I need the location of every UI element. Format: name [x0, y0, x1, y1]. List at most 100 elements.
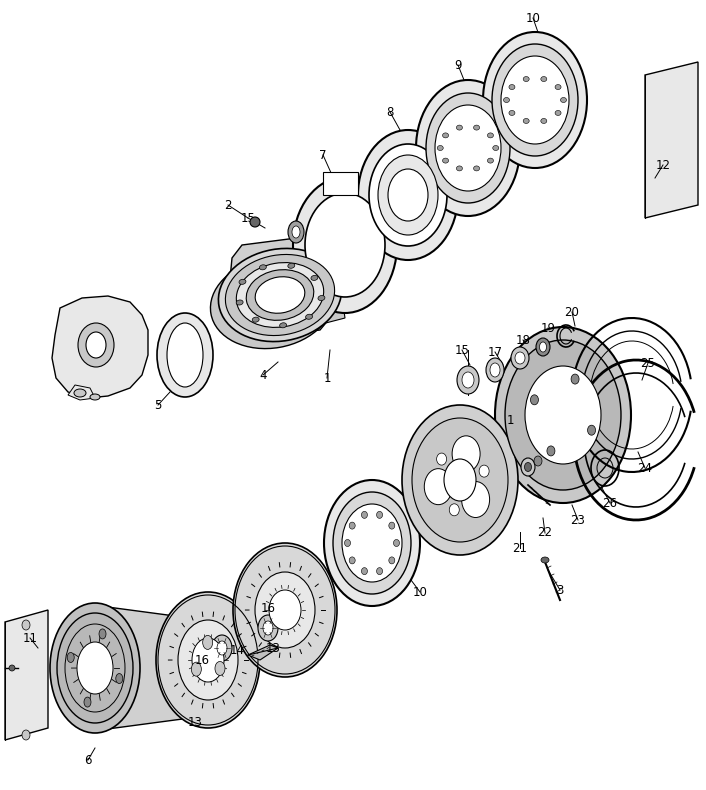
Ellipse shape: [258, 615, 278, 641]
Text: 10: 10: [412, 585, 427, 599]
Text: 14: 14: [229, 644, 244, 656]
Text: 13: 13: [188, 716, 203, 728]
Polygon shape: [323, 172, 358, 195]
Ellipse shape: [393, 540, 400, 547]
Ellipse shape: [443, 158, 448, 163]
Ellipse shape: [571, 374, 579, 384]
Text: 21: 21: [513, 541, 527, 555]
Ellipse shape: [255, 572, 315, 648]
Ellipse shape: [178, 620, 238, 700]
Polygon shape: [52, 296, 148, 398]
Polygon shape: [315, 298, 345, 325]
Ellipse shape: [311, 276, 318, 280]
Text: 11: 11: [23, 631, 37, 645]
Ellipse shape: [426, 93, 510, 203]
Ellipse shape: [345, 540, 350, 547]
Ellipse shape: [376, 511, 383, 518]
Ellipse shape: [483, 32, 587, 168]
Ellipse shape: [416, 80, 520, 216]
Polygon shape: [5, 610, 48, 740]
Ellipse shape: [57, 613, 133, 723]
Ellipse shape: [269, 590, 301, 630]
Ellipse shape: [191, 662, 201, 676]
Ellipse shape: [541, 557, 549, 563]
Ellipse shape: [555, 111, 561, 115]
Ellipse shape: [456, 125, 462, 130]
Ellipse shape: [474, 166, 479, 171]
Ellipse shape: [259, 265, 266, 270]
Ellipse shape: [349, 522, 355, 529]
Ellipse shape: [288, 221, 304, 243]
Ellipse shape: [293, 177, 397, 313]
Ellipse shape: [82, 606, 118, 730]
Ellipse shape: [99, 629, 106, 639]
Ellipse shape: [349, 557, 355, 564]
Text: 22: 22: [537, 526, 553, 540]
Ellipse shape: [452, 436, 480, 472]
Ellipse shape: [525, 462, 532, 472]
Ellipse shape: [306, 314, 313, 319]
Text: 1: 1: [506, 413, 514, 427]
Ellipse shape: [167, 323, 203, 387]
Ellipse shape: [9, 665, 15, 671]
Ellipse shape: [280, 323, 287, 328]
Ellipse shape: [252, 317, 259, 322]
Ellipse shape: [389, 557, 395, 564]
Text: 16: 16: [261, 601, 275, 615]
Ellipse shape: [67, 653, 74, 663]
Ellipse shape: [376, 568, 383, 574]
Ellipse shape: [534, 456, 542, 466]
Ellipse shape: [523, 77, 530, 81]
Ellipse shape: [22, 730, 30, 740]
Text: 19: 19: [541, 322, 556, 334]
Ellipse shape: [486, 358, 504, 382]
Ellipse shape: [237, 300, 243, 305]
Ellipse shape: [342, 504, 402, 582]
Text: 17: 17: [488, 345, 503, 359]
Text: 7: 7: [319, 149, 327, 161]
Ellipse shape: [525, 366, 601, 464]
Polygon shape: [315, 248, 345, 278]
Ellipse shape: [116, 674, 123, 683]
Ellipse shape: [212, 635, 232, 661]
Ellipse shape: [541, 77, 547, 81]
Text: 1: 1: [323, 371, 330, 385]
Ellipse shape: [156, 592, 260, 728]
Ellipse shape: [86, 332, 106, 358]
Text: 16: 16: [194, 653, 210, 667]
Ellipse shape: [462, 482, 489, 517]
Ellipse shape: [218, 248, 342, 341]
Ellipse shape: [84, 697, 91, 707]
Ellipse shape: [511, 347, 529, 369]
Ellipse shape: [509, 85, 515, 89]
Text: 25: 25: [640, 356, 655, 370]
Ellipse shape: [210, 258, 333, 348]
Polygon shape: [100, 606, 205, 730]
Ellipse shape: [157, 313, 213, 397]
Ellipse shape: [456, 166, 462, 171]
Ellipse shape: [462, 372, 474, 388]
Ellipse shape: [402, 405, 518, 555]
Ellipse shape: [530, 395, 539, 404]
Ellipse shape: [77, 642, 113, 694]
Ellipse shape: [444, 459, 476, 501]
Ellipse shape: [505, 340, 621, 490]
Polygon shape: [248, 645, 278, 660]
Ellipse shape: [203, 635, 213, 649]
Text: 5: 5: [155, 398, 162, 412]
Ellipse shape: [503, 97, 510, 103]
Ellipse shape: [361, 568, 367, 574]
Ellipse shape: [457, 366, 479, 394]
Ellipse shape: [90, 394, 100, 400]
Ellipse shape: [555, 85, 561, 89]
Text: 9: 9: [454, 58, 462, 72]
Ellipse shape: [443, 133, 448, 138]
Ellipse shape: [263, 621, 273, 635]
Text: 3: 3: [556, 584, 563, 596]
Ellipse shape: [215, 661, 225, 675]
Ellipse shape: [474, 125, 479, 130]
Ellipse shape: [515, 352, 525, 364]
Text: 4: 4: [259, 368, 267, 382]
Text: 12: 12: [655, 159, 671, 171]
Ellipse shape: [239, 280, 246, 284]
